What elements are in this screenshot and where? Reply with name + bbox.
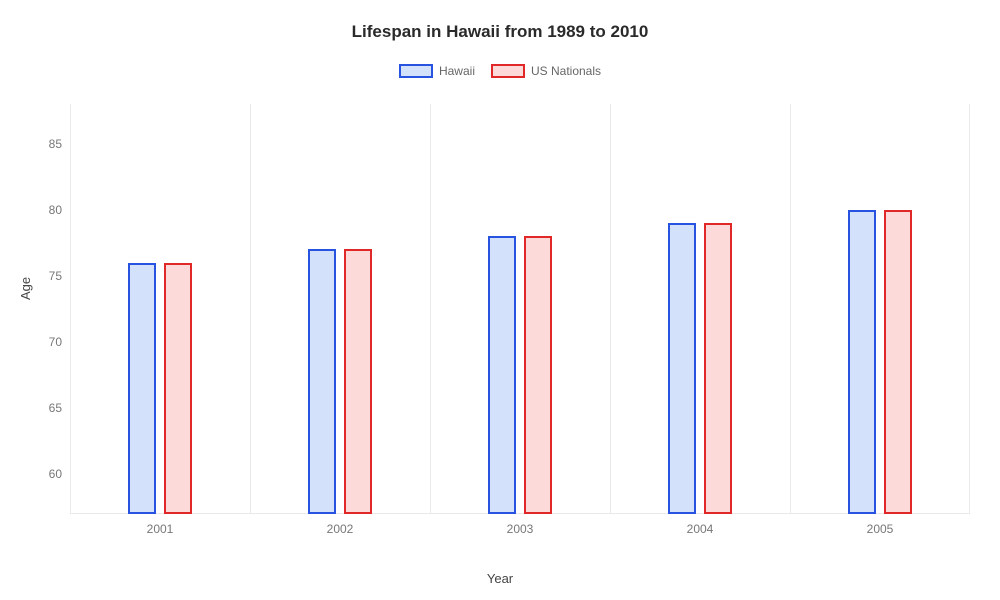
y-tick-label: 80: [38, 203, 62, 217]
y-tick-label: 75: [38, 269, 62, 283]
plot-region: 60657075808520012002200320042005: [70, 104, 970, 514]
y-axis-title: Age: [18, 277, 33, 300]
y-tick-label: 70: [38, 335, 62, 349]
x-tick-label: 2005: [867, 522, 894, 536]
legend: Hawaii US Nationals: [0, 64, 1000, 78]
y-tick-label: 65: [38, 401, 62, 415]
bar[interactable]: [488, 236, 516, 514]
legend-label: Hawaii: [439, 64, 475, 78]
bar[interactable]: [344, 249, 372, 514]
legend-label: US Nationals: [531, 64, 601, 78]
bar[interactable]: [884, 210, 912, 514]
grid-line: [969, 104, 970, 514]
bar[interactable]: [128, 263, 156, 514]
bar[interactable]: [524, 236, 552, 514]
grid-line: [70, 104, 71, 514]
chart-title: Lifespan in Hawaii from 1989 to 2010: [0, 0, 1000, 42]
bar[interactable]: [668, 223, 696, 514]
y-tick-label: 60: [38, 467, 62, 481]
grid-line: [610, 104, 611, 514]
legend-swatch: [491, 64, 525, 78]
legend-swatch: [399, 64, 433, 78]
bar[interactable]: [848, 210, 876, 514]
x-tick-label: 2004: [687, 522, 714, 536]
x-tick-label: 2003: [507, 522, 534, 536]
x-tick-label: 2001: [147, 522, 174, 536]
legend-item[interactable]: US Nationals: [491, 64, 601, 78]
y-tick-label: 85: [38, 137, 62, 151]
bar[interactable]: [308, 249, 336, 514]
grid-line: [790, 104, 791, 514]
bar[interactable]: [164, 263, 192, 514]
grid-line: [430, 104, 431, 514]
legend-item[interactable]: Hawaii: [399, 64, 475, 78]
baseline: [70, 513, 970, 514]
x-axis-title: Year: [0, 571, 1000, 586]
x-tick-label: 2002: [327, 522, 354, 536]
bar[interactable]: [704, 223, 732, 514]
grid-line: [250, 104, 251, 514]
